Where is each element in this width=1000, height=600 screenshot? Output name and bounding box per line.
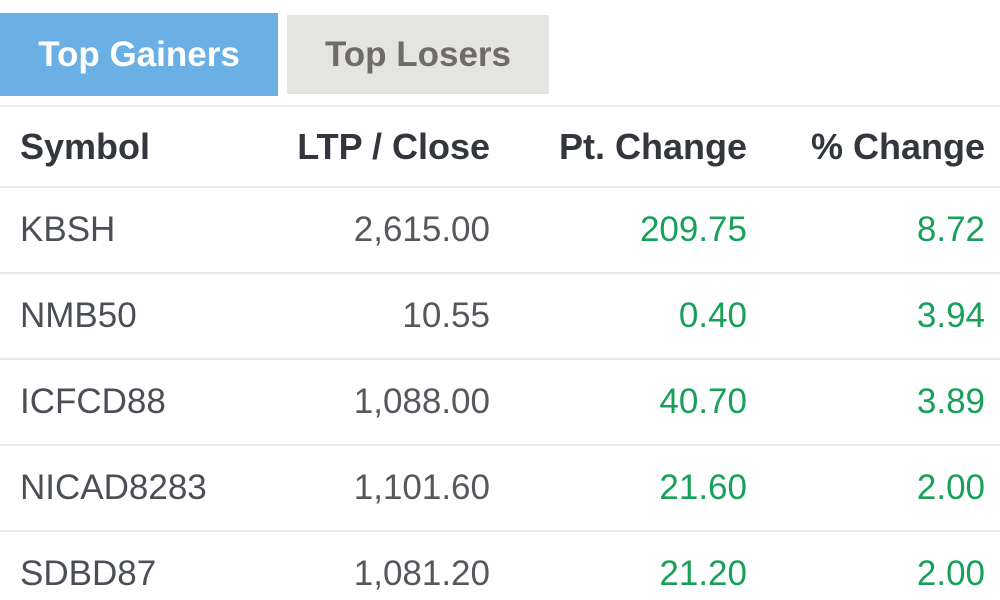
col-header-ltp-close: LTP / Close xyxy=(270,105,490,188)
cell-pct-change: 8.72 xyxy=(747,187,1000,274)
table-row: KBSH 2,615.00 209.75 8.72 xyxy=(0,187,1000,274)
cell-pct-change: 3.89 xyxy=(747,359,1000,446)
cell-symbol: KBSH xyxy=(0,187,270,274)
col-header-pct-change: % Change xyxy=(747,105,1000,188)
cell-pt-change: 209.75 xyxy=(490,187,747,274)
table-row: NICAD8283 1,101.60 21.60 2.00 xyxy=(0,445,1000,532)
table-row: SDBD87 1,081.20 21.20 2.00 xyxy=(0,531,1000,600)
cell-ltp-close: 1,088.00 xyxy=(270,359,490,446)
table-header: Symbol LTP / Close Pt. Change % Change xyxy=(0,105,1000,188)
cell-pct-change: 3.94 xyxy=(747,273,1000,360)
table-row: ICFCD88 1,088.00 40.70 3.89 xyxy=(0,359,1000,446)
cell-pct-change: 2.00 xyxy=(747,445,1000,532)
cell-pt-change: 21.20 xyxy=(490,531,747,600)
cell-pt-change: 40.70 xyxy=(490,359,747,446)
cell-symbol: SDBD87 xyxy=(0,531,270,600)
cell-symbol: NICAD8283 xyxy=(0,445,270,532)
cell-ltp-close: 1,081.20 xyxy=(270,531,490,600)
cell-symbol: ICFCD88 xyxy=(0,359,270,446)
tab-bar: Top Gainers Top Losers xyxy=(0,13,1000,96)
header-row: Symbol LTP / Close Pt. Change % Change xyxy=(0,105,1000,188)
cell-pt-change: 0.40 xyxy=(490,273,747,360)
tab-top-losers[interactable]: Top Losers xyxy=(287,15,549,94)
cell-ltp-close: 2,615.00 xyxy=(270,187,490,274)
top-gainers-table: Symbol LTP / Close Pt. Change % Change K… xyxy=(0,105,1000,600)
cell-ltp-close: 10.55 xyxy=(270,273,490,360)
cell-pct-change: 2.00 xyxy=(747,531,1000,600)
table-row: NMB50 10.55 0.40 3.94 xyxy=(0,273,1000,360)
tab-top-gainers[interactable]: Top Gainers xyxy=(0,13,278,96)
cell-symbol: NMB50 xyxy=(0,273,270,360)
table-body: KBSH 2,615.00 209.75 8.72 NMB50 10.55 0.… xyxy=(0,187,1000,600)
cell-ltp-close: 1,101.60 xyxy=(270,445,490,532)
col-header-pt-change: Pt. Change xyxy=(490,105,747,188)
cell-pt-change: 21.60 xyxy=(490,445,747,532)
col-header-symbol: Symbol xyxy=(0,105,270,188)
